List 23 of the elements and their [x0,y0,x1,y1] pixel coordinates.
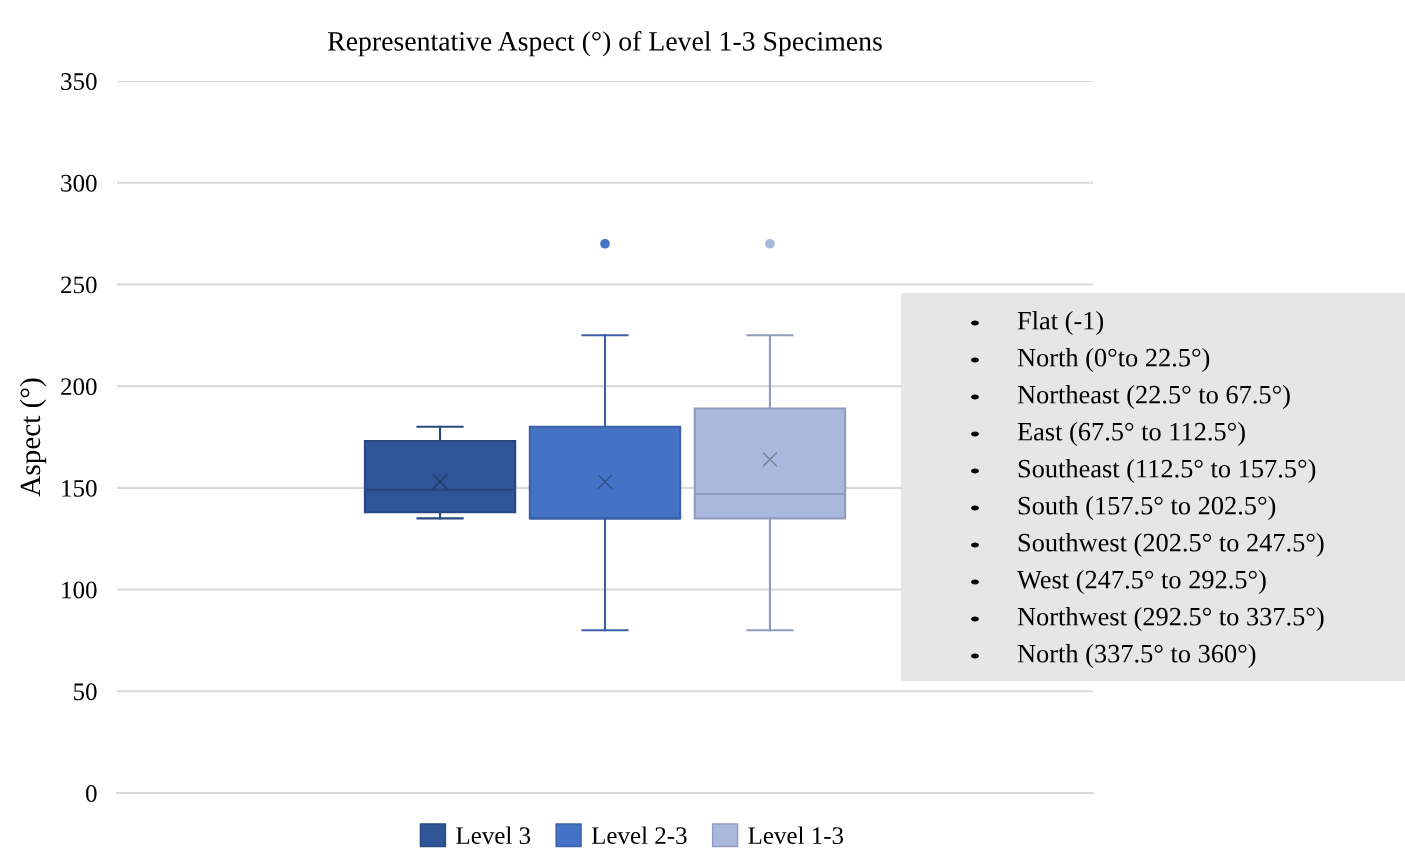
annotation: Northwest (292.5° to 337.5°) [1017,607,1324,631]
y-axis-title: Aspect (°) [19,378,47,497]
annotation: North (337.5° to 360°) [1017,644,1256,668]
annotation: South (157.5° to 202.5°) [1018,496,1276,520]
annotation: East (67.5° to 112.5°) [1017,422,1245,446]
legend-label: Level 3 [456,826,531,845]
chart-title: Representative Aspect (°) of Level 1-3 Specimens [327,30,882,57]
annotation: Southeast (112.5° to 157.5°) [1018,459,1316,483]
y-tick-label: 200 [61,378,97,396]
y-tick-label: 350 [61,73,97,90]
annotation: Northeast (22.5° to 67.5°) [1017,385,1290,409]
annotation: Southwest (202.5° to 247.5°) [1018,533,1324,557]
y-tick-label: 150 [62,479,97,497]
y-tick-label: 100 [62,581,97,599]
legend-label: Level 2-3 [591,826,687,845]
legend-label: Level 1-3 [748,826,844,845]
annotation: West (247.5° to 292.5°) [1017,570,1266,594]
y-tick-label: 50 [74,683,97,701]
annotation: North (0°to 22.5°) [1017,348,1210,372]
y-tick-label: 0 [86,785,97,802]
annotation: Flat (-1) [1017,311,1104,335]
y-tick-label: 300 [61,174,97,192]
y-tick-label: 250 [61,276,97,294]
